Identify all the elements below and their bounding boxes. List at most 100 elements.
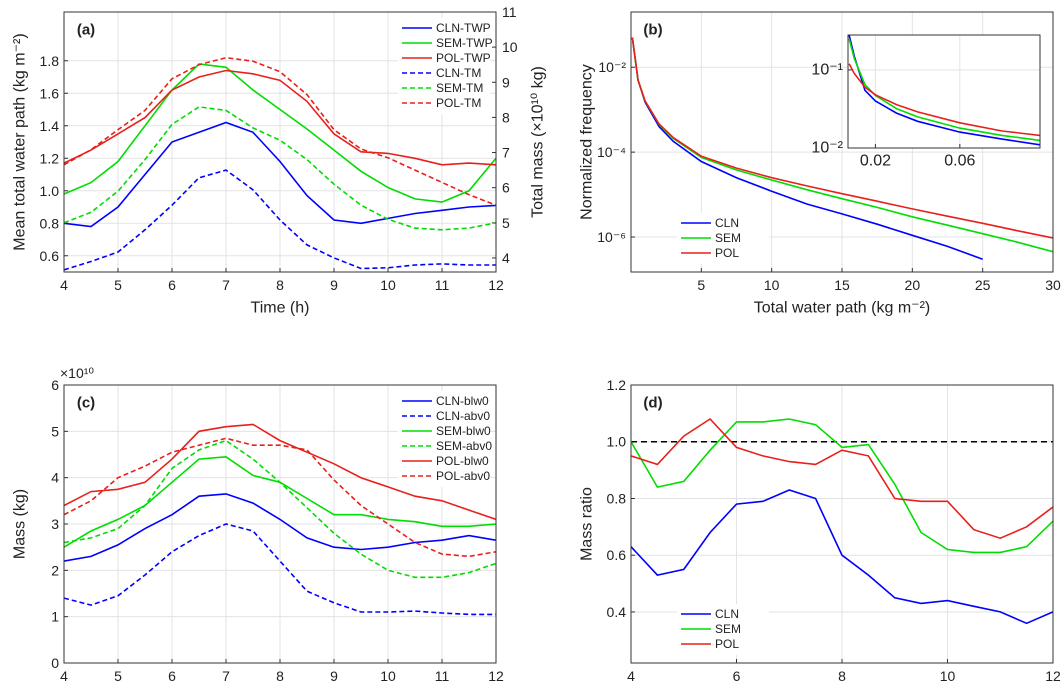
y2-tick-label: 4 — [502, 250, 510, 266]
y-tick-label: 2 — [51, 562, 59, 578]
x-tick-label: 10 — [764, 277, 780, 293]
series-line — [64, 169, 496, 271]
x-tick-label: 12 — [488, 668, 504, 684]
series-line — [64, 56, 496, 206]
x-axis-label: Total water path (kg m⁻²) — [754, 300, 931, 317]
x-tick-label: 12 — [1045, 668, 1061, 684]
y2-tick-label: 7 — [502, 145, 510, 161]
y-tick-label: 1.2 — [40, 150, 60, 166]
y-tick-label: 10⁻⁶ — [597, 229, 626, 245]
plot-frame — [847, 34, 1041, 149]
legend-label: CLN — [715, 216, 739, 230]
x-tick-label: 9 — [330, 277, 338, 293]
y-tick-label: 1.0 — [40, 183, 60, 199]
y-axis-label: Mass (kg) — [12, 489, 29, 559]
plot-frame — [630, 384, 1054, 664]
y2-tick-label: 6 — [502, 180, 510, 196]
y-tick-label: 1.6 — [40, 85, 60, 101]
y-tick-label: 6 — [51, 377, 59, 393]
x-tick-label: 5 — [114, 668, 122, 684]
y-tick-label: 0.6 — [607, 547, 627, 563]
legend-label: SEM-abv0 — [436, 439, 492, 453]
legend-label: POL-blw0 — [436, 454, 489, 468]
panel-label: (a) — [77, 22, 95, 39]
y-tick-label: 4 — [51, 470, 59, 486]
x-tick-label: 8 — [838, 668, 846, 684]
y-tick-label: 3 — [51, 516, 59, 532]
series-line — [631, 37, 1053, 239]
legend-box — [398, 18, 490, 114]
x-tick-label: 20 — [905, 277, 921, 293]
plot-frame — [63, 11, 497, 273]
x-tick-label: 11 — [435, 277, 450, 293]
series-line — [848, 38, 1040, 142]
y-tick-label: 10⁻² — [811, 140, 843, 157]
y2-tick-label: 10 — [502, 39, 518, 55]
x-tick-label: 25 — [975, 277, 991, 293]
x-tick-label: 10 — [380, 277, 396, 293]
legend-label: CLN — [715, 607, 739, 621]
y-tick-label: 0.8 — [40, 215, 60, 231]
x-tick-label: 10 — [940, 668, 956, 684]
series-line — [631, 489, 1053, 625]
x-tick-label: 0.02 — [860, 153, 891, 170]
y2-tick-label: 8 — [502, 109, 510, 125]
series-line — [631, 418, 1053, 554]
plot-frame — [630, 11, 1054, 273]
x-tick-label: 5 — [114, 277, 122, 293]
x-tick-label: 4 — [60, 277, 68, 293]
legend-label: SEM-TM — [436, 81, 483, 95]
y-tick-label: 10⁻² — [598, 59, 626, 75]
legend-label: SEM — [715, 231, 741, 245]
x-tick-label: 11 — [435, 668, 450, 684]
series-line — [64, 63, 496, 203]
series-line — [631, 417, 1053, 540]
y-axis-label: Normalized frequency — [579, 64, 596, 220]
legend-label: POL-TWP — [436, 51, 491, 65]
panel-label: (b) — [643, 22, 662, 39]
y-tick-label: 1.2 — [607, 377, 627, 393]
legend-label: POL — [715, 637, 739, 651]
x-tick-label: 15 — [834, 277, 850, 293]
inset-background — [848, 35, 1040, 148]
panel-label: (d) — [643, 395, 662, 412]
x-tick-label: 12 — [488, 277, 504, 293]
y-tick-label: 0.4 — [607, 604, 627, 620]
x-axis-label: Time (h) — [251, 300, 310, 317]
legend-box — [398, 391, 490, 487]
series-line — [64, 437, 496, 558]
series-line — [848, 63, 1040, 137]
legend-label: POL-TM — [436, 96, 481, 110]
legend-label: CLN-TM — [436, 66, 481, 80]
legend-label: SEM-TWP — [436, 36, 493, 50]
series-line — [64, 121, 496, 228]
series-line — [64, 439, 496, 579]
y-tick-label: 0.6 — [40, 248, 60, 264]
x-tick-label: 10 — [380, 668, 396, 684]
y-axis-label: Mass ratio — [579, 487, 596, 561]
x-tick-label: 6 — [168, 277, 176, 293]
y-tick-label: 0 — [51, 655, 59, 671]
x-tick-label: 7 — [222, 277, 230, 293]
y-tick-label: 1 — [51, 609, 59, 625]
plot-frame — [63, 384, 497, 664]
x-tick-label: 7 — [222, 668, 230, 684]
legend-label: CLN-blw0 — [436, 394, 489, 408]
x-tick-label: 4 — [60, 668, 68, 684]
y2-axis-label: Total mass (×10¹⁰ kg) — [530, 66, 547, 218]
legend-label: POL-abv0 — [436, 469, 490, 483]
x-tick-label: 6 — [733, 668, 741, 684]
y-axis-label: Mean total water path (kg m⁻²) — [12, 33, 29, 250]
series-line — [64, 69, 496, 166]
x-tick-label: 9 — [330, 668, 338, 684]
y2-tick-label: 9 — [502, 74, 510, 90]
x-tick-label: 5 — [697, 277, 705, 293]
y-tick-label: 1.0 — [607, 434, 627, 450]
series-line — [64, 423, 496, 521]
x-tick-label: 6 — [168, 668, 176, 684]
y-tick-label: 1.4 — [40, 118, 60, 134]
legend-label: SEM-blw0 — [436, 424, 491, 438]
panel-label: (c) — [77, 395, 95, 412]
y-multiplier: ×10¹⁰ — [60, 365, 94, 381]
legend-label: POL — [715, 246, 739, 260]
